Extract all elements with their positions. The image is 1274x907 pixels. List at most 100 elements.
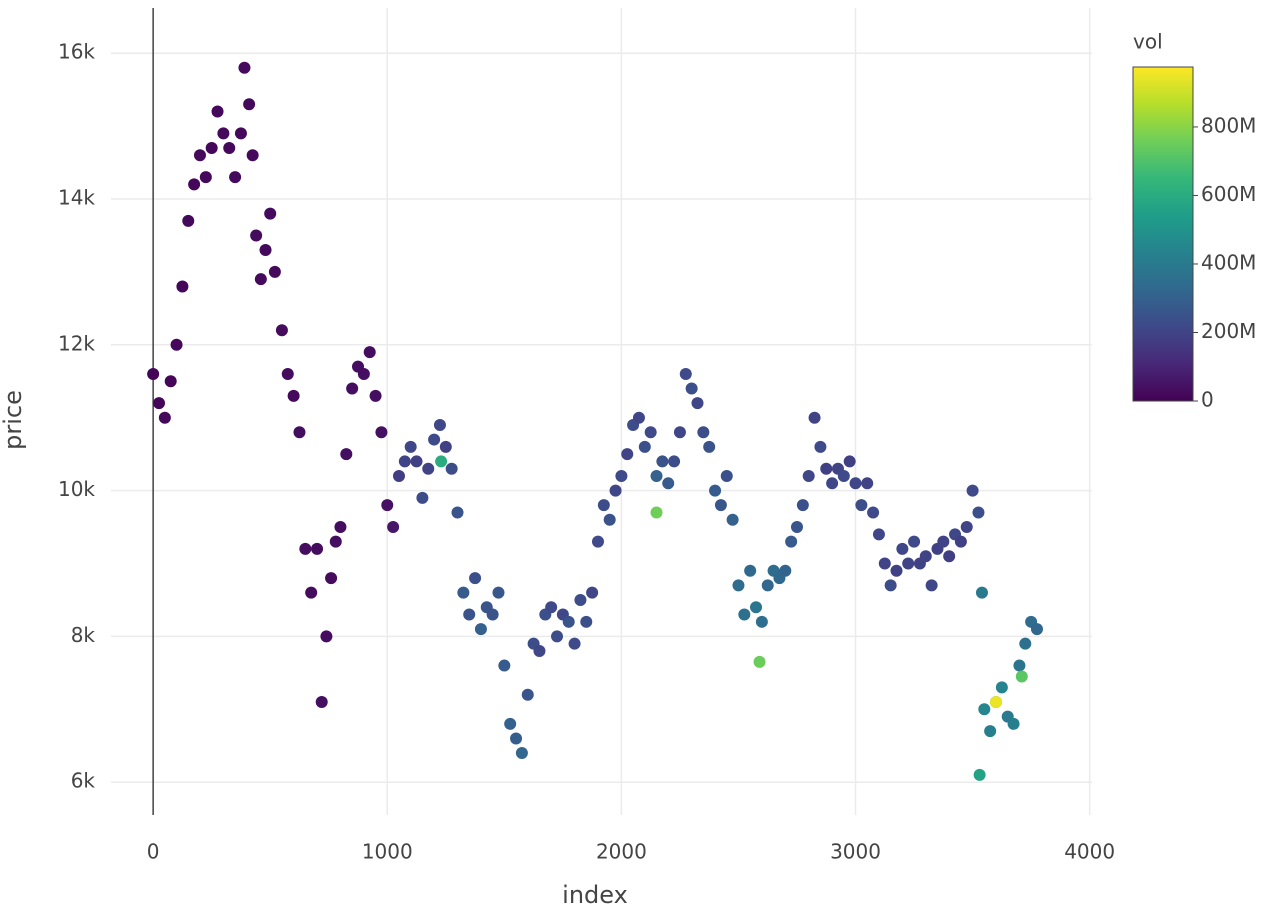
point [796,499,809,512]
point [884,579,897,592]
colorbar-title: vol [1133,30,1163,54]
point [311,542,324,555]
point [387,521,400,534]
point [243,98,256,111]
point [229,171,242,184]
point [246,149,259,162]
point [457,586,470,599]
point [435,455,448,468]
colorbar-tick-label: 600M [1201,182,1256,206]
x-tick-label: 1000 [362,840,413,864]
point [510,732,523,745]
point [943,550,956,563]
point [574,593,587,606]
point [750,601,763,614]
point [463,608,476,621]
point [890,564,903,577]
point [872,528,885,541]
point [685,382,698,395]
point [147,367,160,380]
point [738,608,751,621]
point [254,273,267,286]
point [188,178,201,191]
point [580,615,593,628]
point [937,535,950,548]
point [439,440,452,453]
point [416,491,429,504]
point [515,747,528,760]
point [615,470,628,483]
point [995,681,1008,694]
x-tick-label: 3000 [830,840,881,864]
point [375,426,388,439]
point [785,535,798,548]
point [486,608,499,621]
point [908,535,921,548]
point [404,440,417,453]
point [293,426,306,439]
point [568,637,581,650]
point [451,506,464,519]
point [603,513,616,526]
point [609,484,622,497]
point [329,535,342,548]
point [966,484,979,497]
point [334,521,347,534]
point [861,477,874,490]
point [287,389,300,402]
point [855,499,868,512]
point [445,462,458,475]
x-axis-title: index [562,881,628,907]
point [199,171,212,184]
point [357,367,370,380]
point [369,389,382,402]
point [632,411,645,424]
x-tick-label: 2000 [596,840,647,864]
point [223,141,236,154]
colorbar-tick-label: 800M [1201,113,1256,137]
y-tick-label: 14k [58,185,95,209]
point [586,586,599,599]
point [925,579,938,592]
point [158,411,171,424]
point [1013,659,1026,672]
point [790,521,803,534]
point [896,542,909,555]
point [650,506,663,519]
point [679,367,692,380]
colorbar-tick-label: 400M [1201,250,1256,274]
point [545,601,558,614]
point [1015,670,1028,683]
point [281,367,294,380]
point [182,214,195,227]
point [673,426,686,439]
x-tick-label: 0 [147,840,160,864]
point [250,229,263,242]
point [720,470,733,483]
point [954,535,967,548]
point [504,717,517,730]
y-tick-label: 16k [58,40,95,64]
point [422,462,435,475]
point [238,61,251,74]
point [398,455,411,468]
point [709,484,722,497]
point [474,623,487,636]
point [973,768,986,781]
point [984,725,997,738]
point [340,448,353,461]
point [902,557,915,570]
point [234,127,247,140]
point [867,506,880,519]
point [325,572,338,585]
point [808,411,821,424]
point [176,280,189,293]
point [597,499,610,512]
point [837,470,850,483]
point [697,426,710,439]
y-tick-label: 10k [58,477,95,501]
point [1019,637,1032,650]
point [919,550,932,563]
point [264,207,277,220]
point [726,513,739,526]
